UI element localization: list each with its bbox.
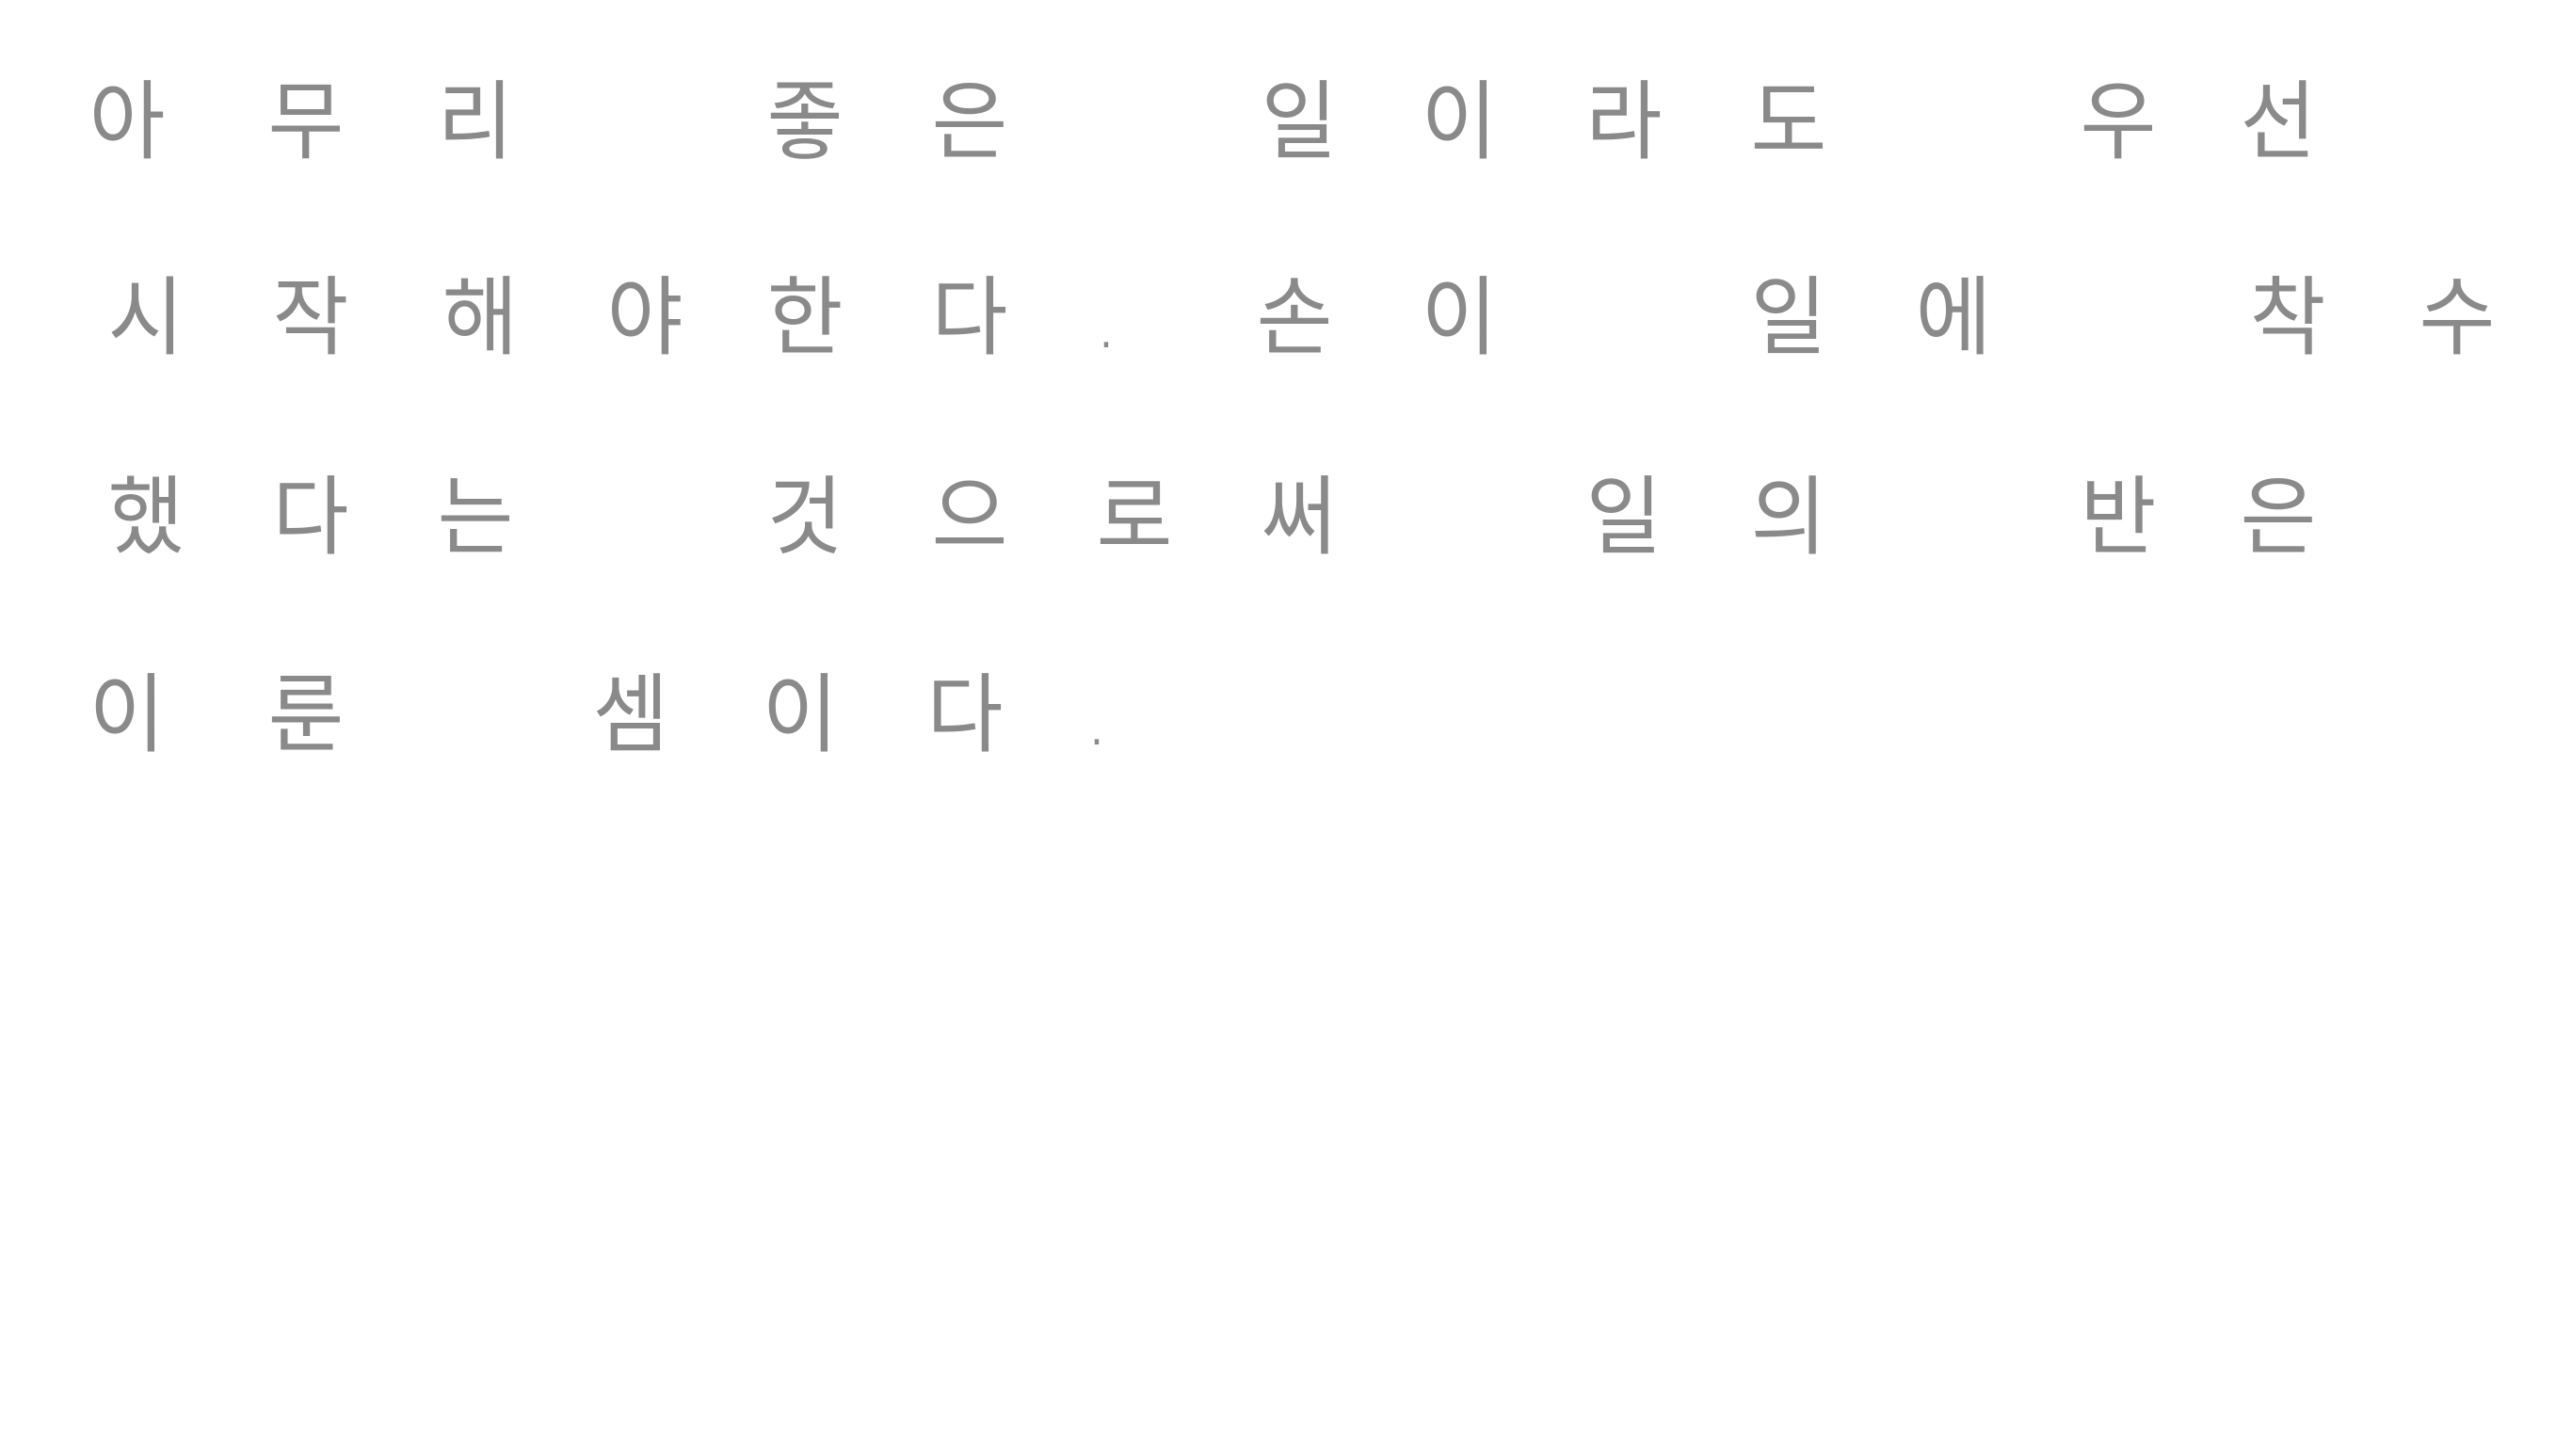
handwritten-char: 이: [1421, 266, 1498, 369]
handwritten-char: 작: [272, 266, 349, 369]
handwritten-char: 은: [2240, 466, 2317, 568]
handwritten-line-4: 이 룬 셈 이 다 .: [0, 659, 2572, 772]
handwritten-char: 일: [1585, 466, 1663, 568]
handwritten-char: 해: [442, 266, 519, 369]
handwritten-line-2: 시 작 해 야 한 다 . 손 이 일 에 착 수: [0, 262, 2572, 375]
handwritten-char: 야: [606, 266, 683, 369]
handwritten-char: 일: [1750, 266, 1827, 369]
handwritten-char: 써: [1261, 466, 1338, 568]
handwritten-char: 손: [1256, 266, 1333, 369]
handwritten-char: .: [1084, 664, 1110, 766]
handwritten-char: 반: [2080, 466, 2157, 568]
handwritten-char: .: [1093, 266, 1119, 369]
handwritten-char: 룬: [267, 664, 345, 766]
handwritten-char: 로: [1096, 466, 1173, 568]
handwritten-char: 도: [1750, 71, 1827, 173]
handwritten-char: 다: [926, 664, 1004, 766]
handwritten-char: 으: [931, 466, 1008, 568]
handwritten-char: 이: [762, 664, 839, 766]
handwritten-char: 무: [267, 71, 345, 173]
handwritten-char: 라: [1585, 71, 1663, 173]
handwritten-char: 착: [2249, 266, 2326, 369]
handwritten-char: 이: [1421, 71, 1498, 173]
handwritten-char: 우: [2080, 71, 2157, 173]
handwritten-char: 수: [2419, 266, 2496, 369]
handwritten-char: 일: [1261, 71, 1338, 173]
handwritten-char: 아: [88, 71, 166, 173]
handwritten-char: 시: [107, 266, 185, 369]
handwritten-char: 다: [272, 466, 349, 568]
handwritten-char: 다: [931, 266, 1008, 369]
handwritten-char: 셈: [592, 664, 669, 766]
handwritten-char: 한: [766, 266, 844, 369]
handwritten-line-3: 했 다 는 것 으 로 써 일 의 반 은: [0, 461, 2572, 574]
handwritten-char: 에: [1915, 266, 1992, 369]
handwritten-char: 의: [1750, 466, 1827, 568]
handwritten-char: 것: [766, 466, 844, 568]
handwritten-char: 이: [88, 664, 166, 766]
handwritten-char: 는: [437, 466, 514, 568]
handwritten-char: 했: [107, 466, 185, 568]
handwritten-line-1: 아 무 리 좋 은 일 이 라 도 우 선: [0, 66, 2572, 179]
handwritten-char: 선: [2240, 71, 2317, 173]
handwritten-char: 리: [437, 71, 514, 173]
handwritten-char: 좋: [766, 71, 844, 173]
handwritten-char: 은: [931, 71, 1008, 173]
